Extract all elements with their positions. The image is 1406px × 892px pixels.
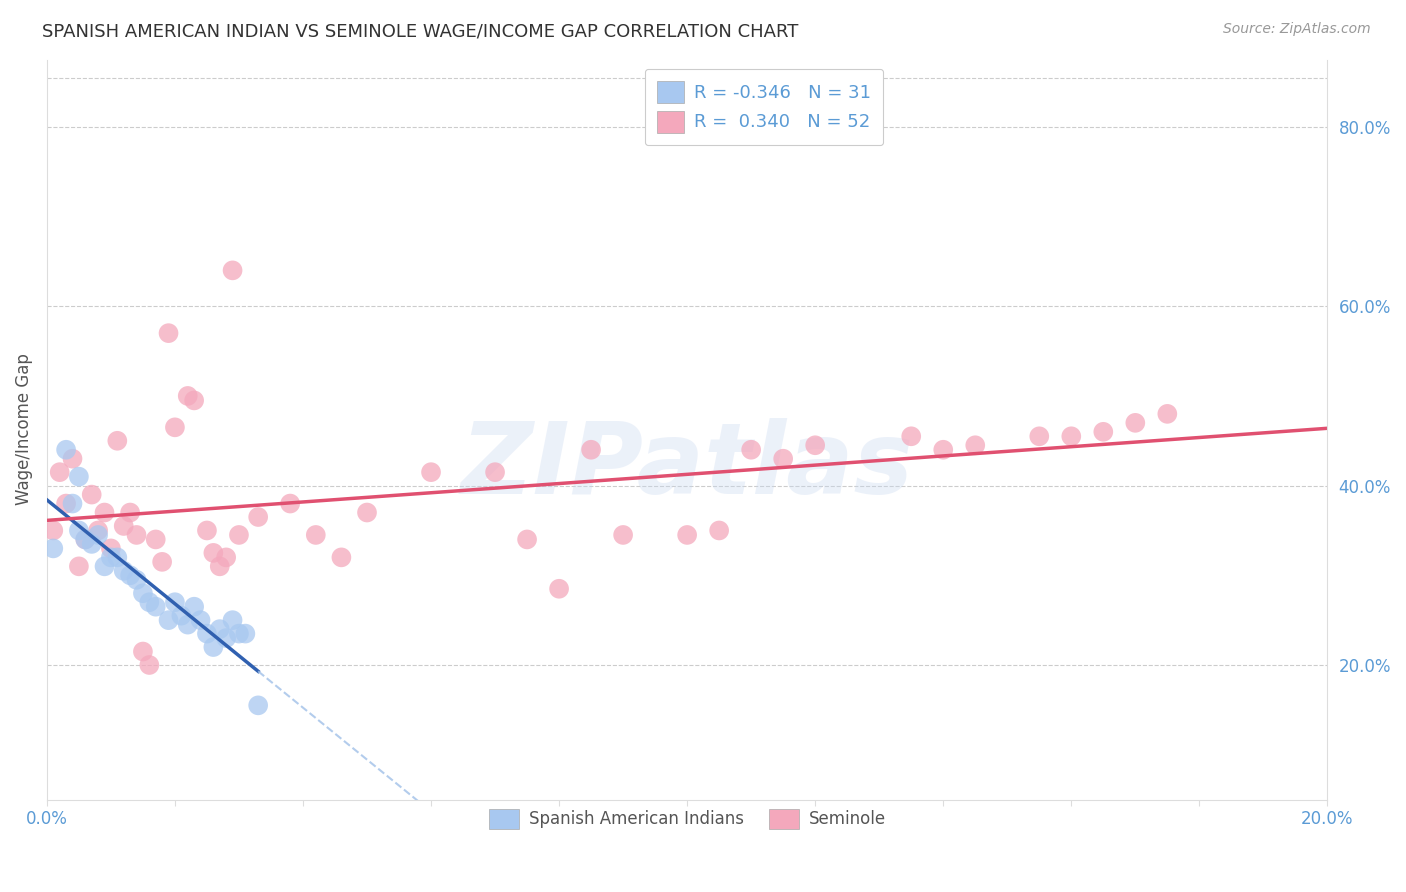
Point	[112, 564, 135, 578]
Point	[170, 608, 193, 623]
Point	[112, 519, 135, 533]
Point	[548, 582, 571, 596]
Point	[772, 451, 794, 466]
Point	[195, 626, 218, 640]
Point	[740, 442, 762, 457]
Point	[157, 326, 180, 340]
Point	[138, 658, 160, 673]
Point	[247, 510, 270, 524]
Point	[1123, 416, 1146, 430]
Point	[612, 528, 634, 542]
Y-axis label: Wage/Income Gap: Wage/Income Gap	[15, 353, 32, 506]
Point	[208, 622, 231, 636]
Point	[120, 506, 142, 520]
Point	[202, 546, 225, 560]
Point	[67, 559, 90, 574]
Text: ZIPatlas: ZIPatlas	[461, 418, 914, 515]
Point	[208, 559, 231, 574]
Point	[1092, 425, 1115, 439]
Point	[55, 442, 77, 457]
Point	[105, 550, 128, 565]
Point	[900, 429, 922, 443]
Point	[55, 497, 77, 511]
Point	[48, 465, 70, 479]
Point	[183, 599, 205, 614]
Point	[356, 506, 378, 520]
Point	[190, 613, 212, 627]
Point	[215, 631, 238, 645]
Point	[157, 613, 180, 627]
Point	[75, 533, 97, 547]
Point	[138, 595, 160, 609]
Point	[125, 573, 148, 587]
Point	[132, 644, 155, 658]
Text: SPANISH AMERICAN INDIAN VS SEMINOLE WAGE/INCOME GAP CORRELATION CHART: SPANISH AMERICAN INDIAN VS SEMINOLE WAGE…	[42, 22, 799, 40]
Point	[330, 550, 353, 565]
Point	[215, 550, 238, 565]
Point	[87, 528, 110, 542]
Point	[150, 555, 173, 569]
Point	[676, 528, 699, 542]
Point	[195, 524, 218, 538]
Point	[177, 389, 200, 403]
Point	[100, 541, 122, 556]
Point	[420, 465, 443, 479]
Text: Source: ZipAtlas.com: Source: ZipAtlas.com	[1223, 22, 1371, 37]
Point	[1060, 429, 1083, 443]
Point	[163, 420, 186, 434]
Point	[965, 438, 987, 452]
Point	[221, 613, 243, 627]
Point	[183, 393, 205, 408]
Point	[177, 617, 200, 632]
Point	[42, 524, 65, 538]
Point	[42, 541, 65, 556]
Point	[67, 524, 90, 538]
Point	[80, 537, 103, 551]
Legend: Spanish American Indians, Seminole: Spanish American Indians, Seminole	[482, 802, 893, 836]
Point	[105, 434, 128, 448]
Point	[278, 497, 301, 511]
Point	[1028, 429, 1050, 443]
Point	[75, 533, 97, 547]
Point	[80, 487, 103, 501]
Point	[516, 533, 538, 547]
Point	[62, 497, 84, 511]
Point	[93, 506, 115, 520]
Point	[132, 586, 155, 600]
Point	[202, 640, 225, 654]
Point	[62, 451, 84, 466]
Point	[221, 263, 243, 277]
Point	[100, 550, 122, 565]
Point	[932, 442, 955, 457]
Point	[707, 524, 730, 538]
Point	[235, 626, 257, 640]
Point	[305, 528, 328, 542]
Point	[247, 698, 270, 713]
Point	[579, 442, 602, 457]
Point	[228, 528, 250, 542]
Point	[93, 559, 115, 574]
Point	[125, 528, 148, 542]
Point	[228, 626, 250, 640]
Point	[67, 469, 90, 483]
Point	[145, 533, 167, 547]
Point	[804, 438, 827, 452]
Point	[120, 568, 142, 582]
Point	[1156, 407, 1178, 421]
Point	[87, 524, 110, 538]
Point	[145, 599, 167, 614]
Point	[484, 465, 506, 479]
Point	[163, 595, 186, 609]
